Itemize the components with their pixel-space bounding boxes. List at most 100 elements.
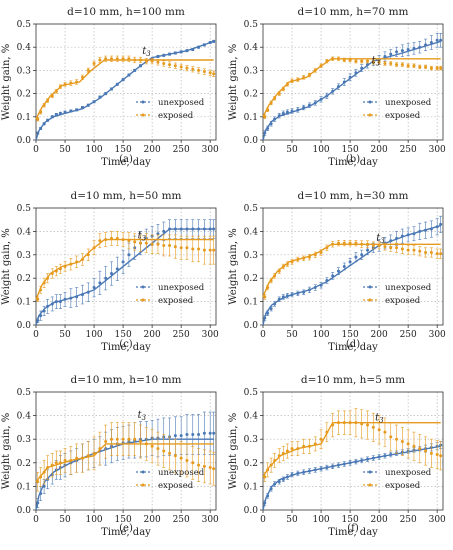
data-point <box>127 437 131 441</box>
data-point <box>281 87 285 91</box>
data-point <box>98 281 102 285</box>
data-point <box>307 73 311 77</box>
data-point <box>115 57 119 61</box>
data-point <box>39 288 43 292</box>
data-point <box>202 464 206 468</box>
data-point <box>109 272 113 276</box>
data-point <box>424 65 428 69</box>
y-axis-label: Weight gain, % <box>228 44 239 120</box>
plot-frame <box>262 207 444 326</box>
data-point <box>121 238 125 242</box>
y-axis-label: Weight gain, % <box>1 44 12 120</box>
data-point <box>173 434 177 438</box>
data-point <box>418 229 422 233</box>
y-tick-label: 0.4 <box>244 43 259 53</box>
data-point <box>336 463 340 467</box>
data-point <box>395 63 399 67</box>
data-point <box>269 101 273 105</box>
x-tick-label: 0 <box>33 330 39 340</box>
legend-marker <box>368 483 372 487</box>
data-point <box>281 451 285 455</box>
x-axis-label: Time, day <box>101 342 151 353</box>
data-point <box>179 50 183 54</box>
data-point <box>212 467 216 471</box>
data-point <box>360 253 364 257</box>
data-point <box>336 269 340 273</box>
y-tick-label: 0.0 <box>17 506 32 516</box>
data-point <box>281 477 285 481</box>
data-point <box>121 260 125 264</box>
legend-marker <box>368 285 372 289</box>
y-tick-label: 0.5 <box>244 20 259 30</box>
x-tick-label: 200 <box>371 515 388 525</box>
panel-caption: (c) <box>119 339 133 350</box>
data-point <box>46 99 50 103</box>
data-point <box>173 454 177 458</box>
data-point <box>412 64 416 68</box>
data-point <box>266 311 270 315</box>
plot-frame <box>262 23 444 141</box>
data-point <box>208 248 212 252</box>
data-point <box>168 52 172 56</box>
x-tick-label: 50 <box>59 515 71 525</box>
data-point <box>400 234 404 238</box>
data-point <box>185 246 189 250</box>
data-point <box>179 434 183 438</box>
data-point <box>281 295 285 299</box>
data-point <box>139 241 143 245</box>
data-point <box>75 260 79 264</box>
data-point <box>63 82 67 86</box>
data-point <box>42 122 46 126</box>
y-tick-label: 0.0 <box>244 136 259 146</box>
data-point <box>389 453 393 457</box>
y-tick-label: 0.3 <box>17 435 32 445</box>
data-point <box>418 65 422 69</box>
x-tick-label: 300 <box>202 515 219 525</box>
data-point <box>273 482 277 486</box>
data-point <box>202 248 206 252</box>
data-point <box>185 458 189 462</box>
data-point <box>269 307 273 311</box>
x-tick-label: 0 <box>260 145 266 155</box>
series-unexposed <box>35 219 216 326</box>
data-point <box>418 447 422 451</box>
data-point <box>319 250 323 254</box>
x-tick-label: 50 <box>286 145 298 155</box>
data-point <box>266 286 270 290</box>
data-point <box>75 456 79 460</box>
data-point <box>395 236 399 240</box>
data-point <box>277 480 281 484</box>
data-point <box>46 276 50 280</box>
data-point <box>360 422 364 426</box>
x-tick-label: 150 <box>115 515 132 525</box>
data-point <box>412 232 416 236</box>
data-point <box>115 82 119 86</box>
legend-marker <box>141 483 145 487</box>
data-point <box>435 38 439 42</box>
data-point <box>439 66 443 70</box>
data-point <box>133 68 137 72</box>
data-point <box>302 444 306 448</box>
data-point <box>185 432 189 436</box>
y-tick-label: 0.5 <box>17 20 32 30</box>
data-point <box>348 461 352 465</box>
data-point <box>197 432 201 436</box>
legend-label: exposed <box>158 111 194 121</box>
data-point <box>307 103 311 107</box>
data-point <box>336 85 340 89</box>
data-point <box>150 59 154 63</box>
data-point <box>168 451 172 455</box>
y-tick-label: 0.0 <box>244 321 259 331</box>
x-tick-label: 250 <box>400 515 417 525</box>
data-point <box>360 458 364 462</box>
data-point <box>302 106 306 110</box>
data-point <box>36 318 40 322</box>
data-point <box>127 57 131 61</box>
data-point <box>269 487 273 491</box>
data-point <box>69 458 73 462</box>
data-point <box>109 57 113 61</box>
data-point <box>400 247 404 251</box>
data-point <box>348 260 352 264</box>
data-point <box>156 232 160 236</box>
data-point <box>39 475 43 479</box>
